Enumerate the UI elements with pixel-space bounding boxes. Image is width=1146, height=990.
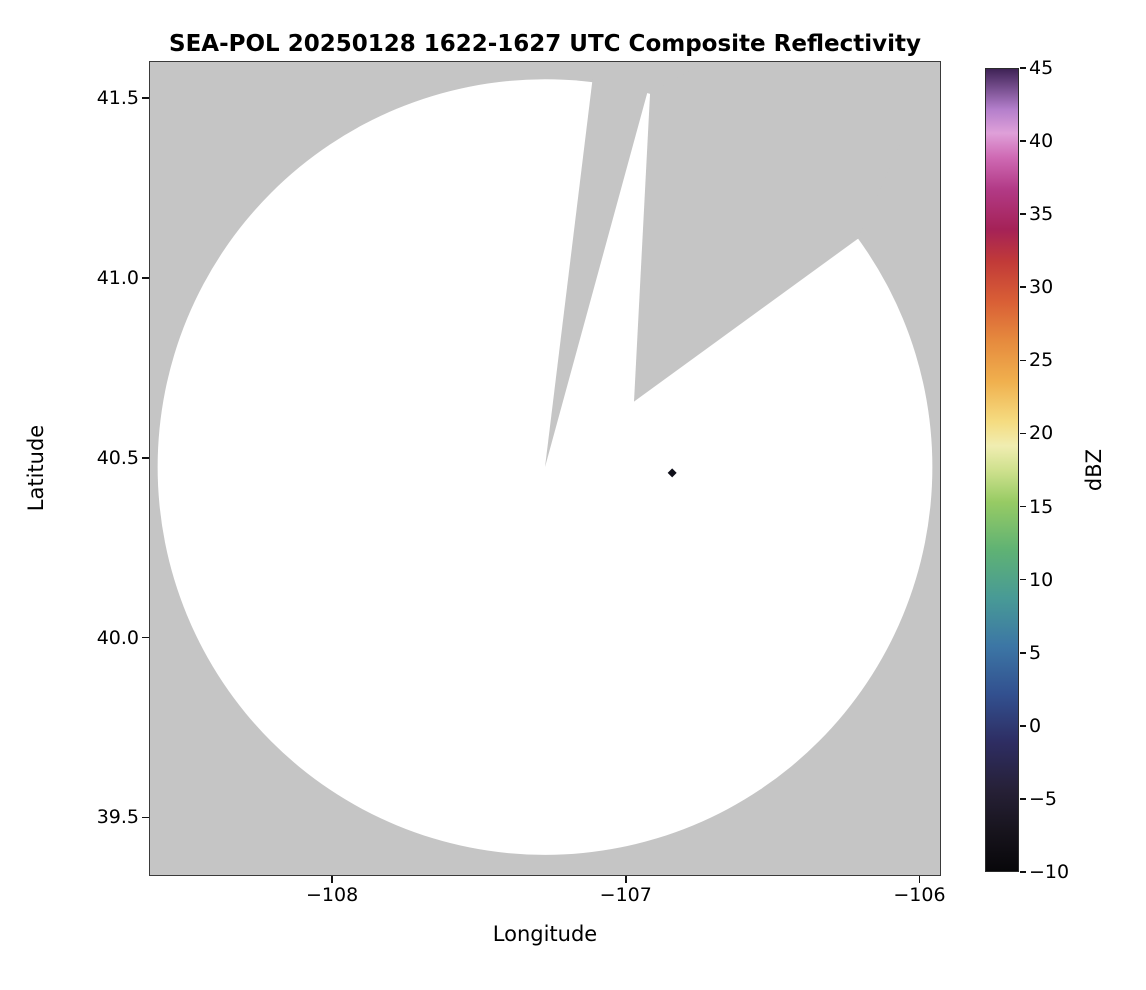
colorbar-tick-label: 35 bbox=[1029, 203, 1054, 226]
chart-title: SEA-POL 20250128 1622-1627 UTC Composite… bbox=[169, 31, 921, 57]
colorbar-tick-label: 0 bbox=[1029, 714, 1042, 737]
x-tick-label: −108 bbox=[305, 884, 359, 906]
colorbar-tick-mark bbox=[1020, 871, 1026, 873]
blocked-sector-narrow bbox=[545, 62, 655, 468]
y-tick-mark bbox=[142, 816, 149, 819]
y-tick-label: 40.0 bbox=[96, 626, 139, 649]
colorbar-tick-mark bbox=[1020, 725, 1026, 727]
y-tick-label: 39.5 bbox=[96, 806, 139, 829]
blocked-sector-wide bbox=[634, 62, 901, 402]
plot-area bbox=[149, 61, 941, 876]
colorbar-tick-label: 10 bbox=[1029, 568, 1054, 591]
colorbar bbox=[985, 68, 1019, 872]
y-tick-label: 40.5 bbox=[96, 446, 139, 469]
colorbar-tick-mark bbox=[1020, 798, 1026, 800]
colorbar-gradient bbox=[986, 69, 1018, 871]
colorbar-tick-mark bbox=[1020, 286, 1026, 289]
colorbar-tick-mark bbox=[1020, 213, 1026, 215]
colorbar-tick-label: 40 bbox=[1029, 130, 1054, 153]
colorbar-tick-label: 45 bbox=[1029, 57, 1054, 79]
colorbar-tick-mark bbox=[1020, 505, 1026, 508]
colorbar-tick-label: 15 bbox=[1029, 495, 1054, 518]
colorbar-tick-label: 30 bbox=[1029, 276, 1054, 299]
x-axis-label: Longitude bbox=[492, 922, 598, 946]
x-tick-mark bbox=[331, 876, 333, 883]
colorbar-tick-mark bbox=[1020, 67, 1026, 69]
site-marker-diamond bbox=[667, 468, 677, 478]
y-tick-mark bbox=[142, 636, 149, 639]
colorbar-tick-mark bbox=[1020, 140, 1026, 142]
y-axis-label: Latitude bbox=[24, 424, 48, 512]
colorbar-tick-mark bbox=[1020, 359, 1026, 362]
x-tick-mark bbox=[918, 876, 921, 883]
colorbar-tick-mark bbox=[1020, 651, 1026, 654]
y-tick-label: 41.0 bbox=[96, 266, 139, 289]
colorbar-tick-label: −5 bbox=[1029, 787, 1058, 810]
colorbar-tick-label: 25 bbox=[1029, 349, 1054, 372]
y-tick-mark bbox=[142, 277, 149, 279]
x-tick-mark bbox=[624, 876, 627, 883]
colorbar-tick-mark bbox=[1020, 432, 1026, 435]
colorbar-tick-label: 5 bbox=[1029, 641, 1042, 664]
colorbar-label: dBZ bbox=[1082, 448, 1106, 492]
colorbar-tick-label: 20 bbox=[1029, 422, 1054, 445]
x-tick-label: −106 bbox=[893, 884, 946, 906]
radar-plot bbox=[150, 62, 940, 875]
colorbar-tick-mark bbox=[1020, 578, 1026, 581]
colorbar-tick-label: −10 bbox=[1029, 861, 1070, 883]
y-tick-label: 41.5 bbox=[96, 86, 139, 109]
x-tick-label: −107 bbox=[599, 884, 652, 906]
y-tick-mark bbox=[142, 97, 149, 99]
y-tick-mark bbox=[142, 456, 149, 459]
